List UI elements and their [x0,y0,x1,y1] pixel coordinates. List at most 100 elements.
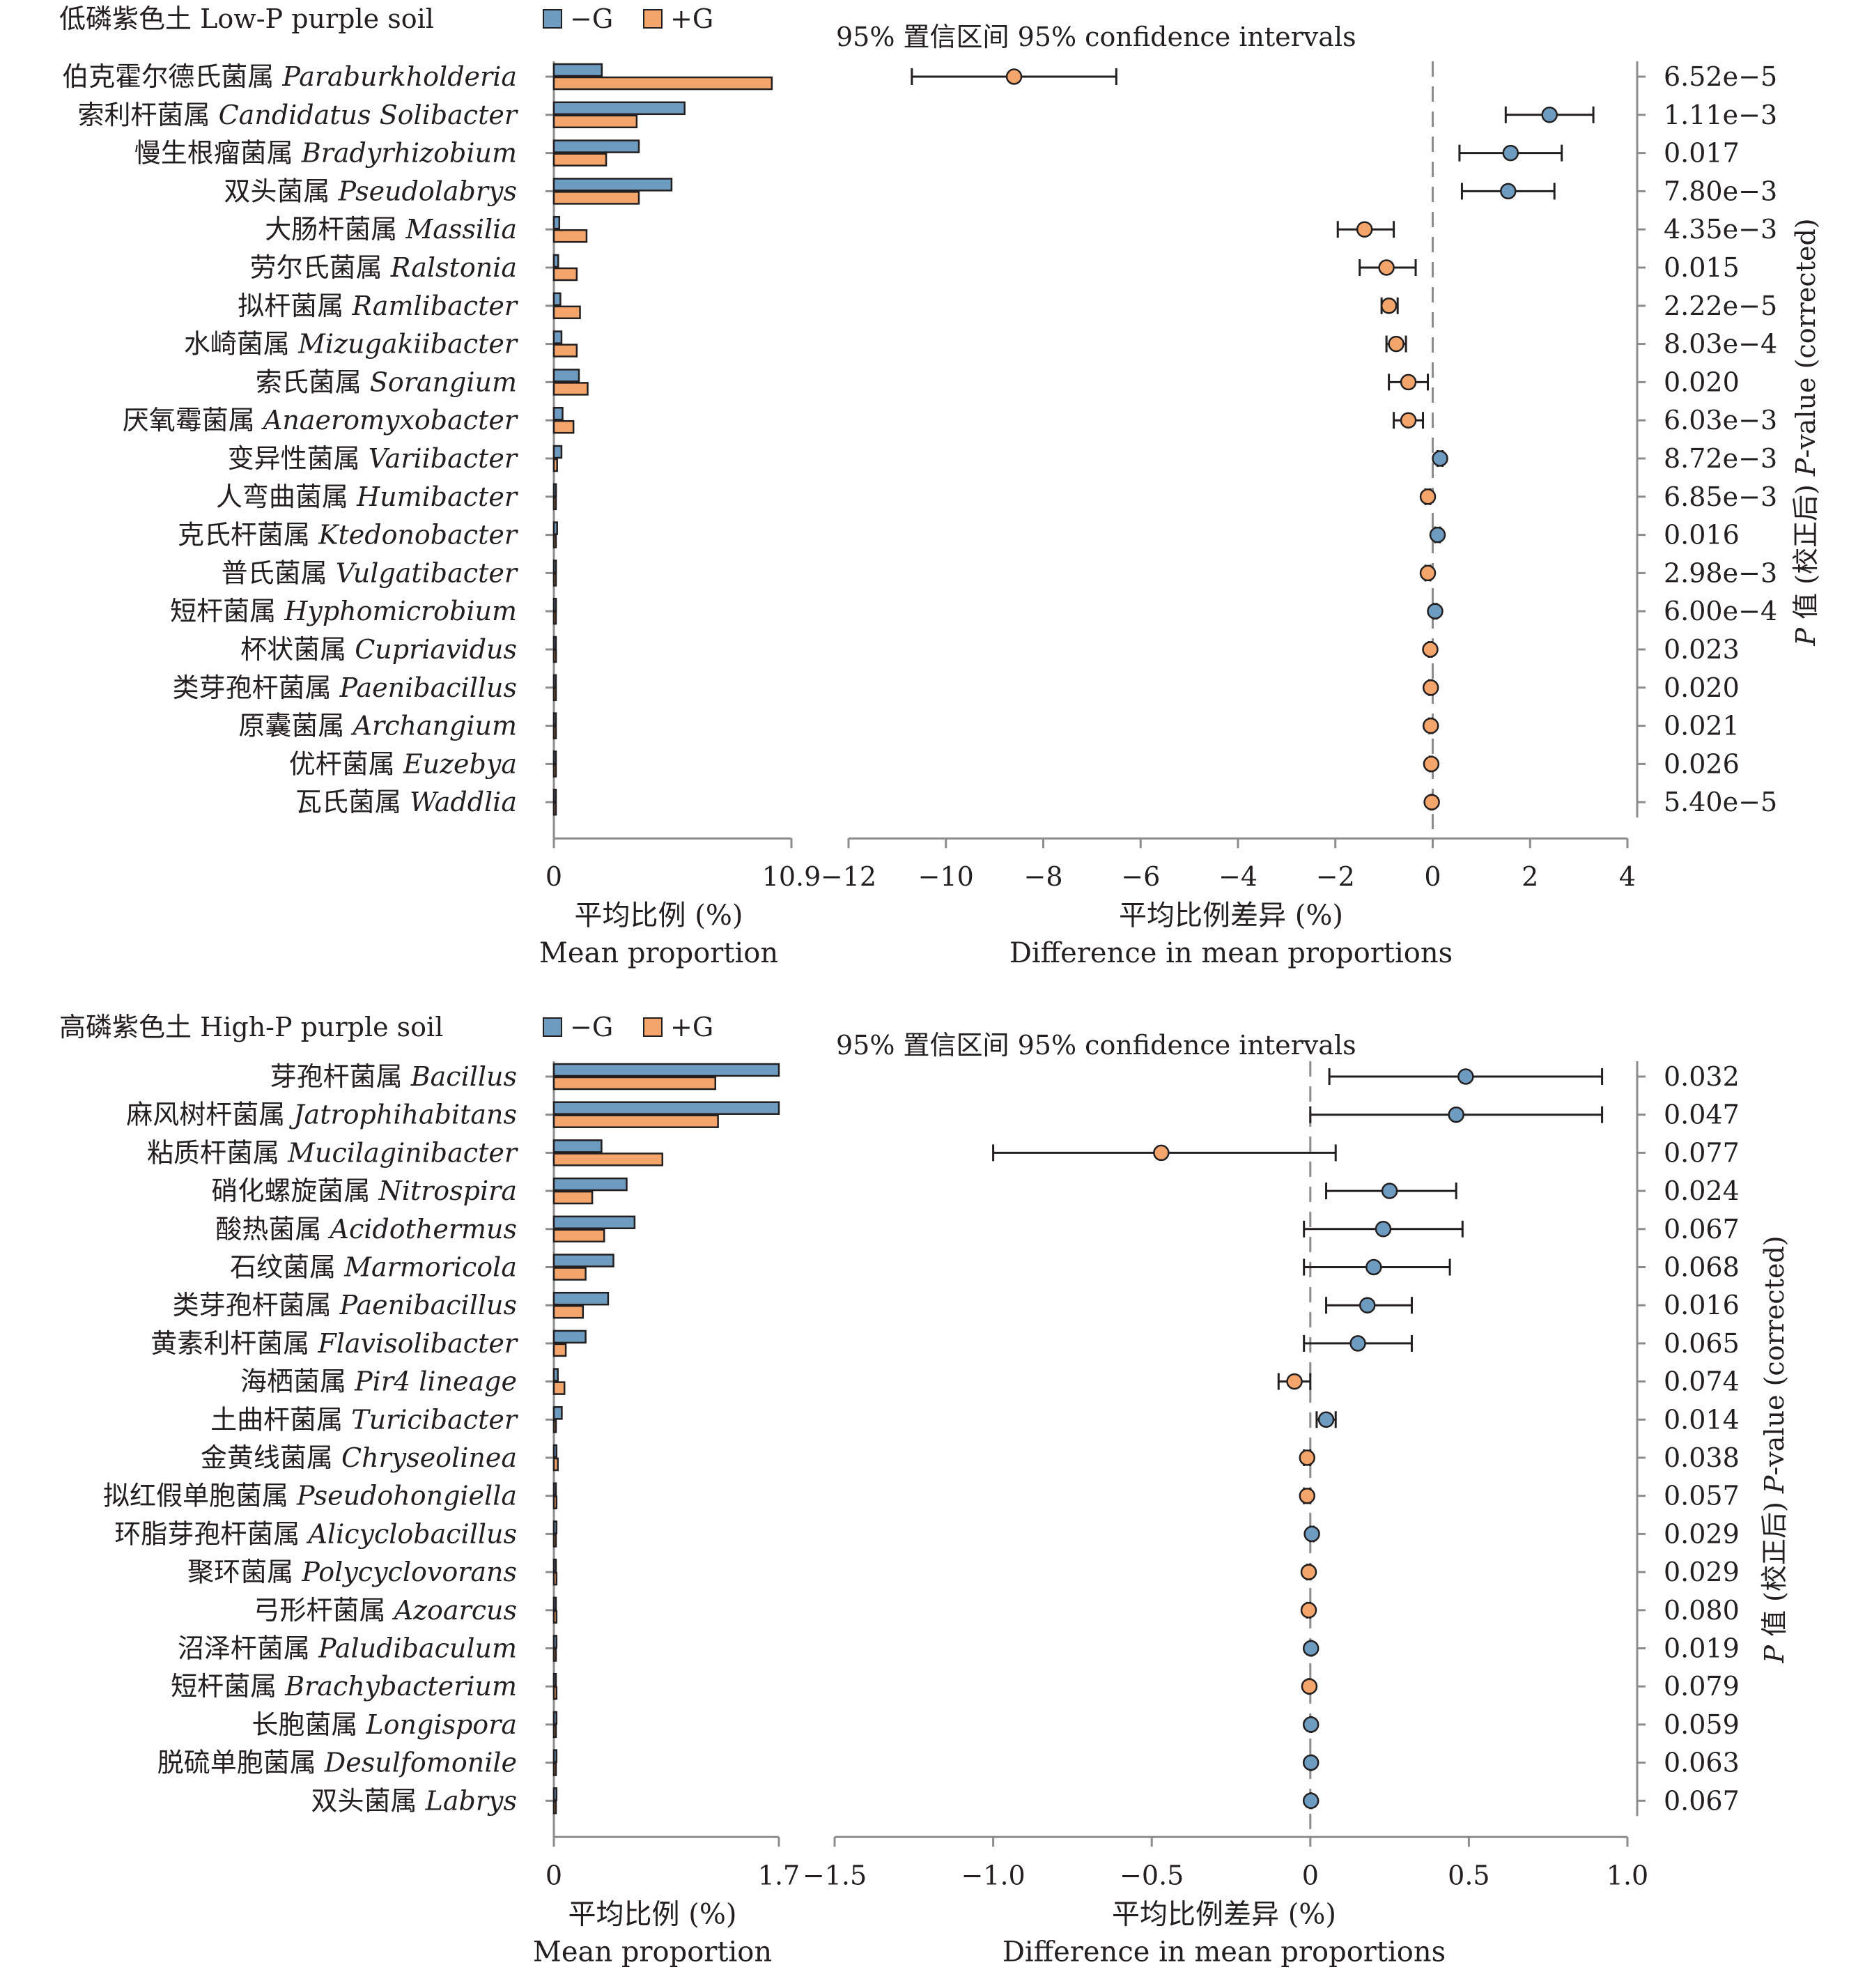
bar-plus-g [552,191,640,205]
diff-point [1302,1754,1320,1771]
genus-label: 克氏杆菌属 Ktedonobacter [178,520,519,550]
genus-label-cn: 瓦氏菌属 [295,787,410,817]
genus-label-cn: 劳尔氏菌属 [250,252,391,283]
genus-label-latin: Mucilaginibacter [287,1137,519,1168]
bar-minus-g [552,1254,614,1267]
genus-label-cn: 原囊菌属 [238,711,353,741]
ci-title: 95% 置信区间 95% confidence intervals [836,22,1356,52]
genus-label-latin: Hyphomicrobium [284,596,517,626]
genus-label-cn: 土曲杆菌属 [210,1404,351,1435]
row-7: 拟杆菌属 Ramlibacter 2.22e−5 [238,291,1777,321]
p-value-label: 0.077 [1664,1137,1740,1168]
bar-x-label-en: Mean proportion [533,1936,772,1968]
bar-minus-g [552,1330,587,1344]
diff-x-tick-label: −6 [1121,861,1160,892]
bar-minus-g [552,750,557,764]
bar-minus-g [552,330,563,344]
genus-label: 伯克霍尔德氏菌属 Paraburkholderia [62,61,517,92]
bar-minus-g [552,1787,558,1801]
diff-point [1423,794,1440,810]
bar-minus-g [552,635,557,650]
genus-label: 索氏菌属 Sorangium [256,367,517,397]
row-13: 环脂芽孢杆菌属 Alicyclobacillus 0.029 [114,1518,1739,1549]
genus-label: 黄素利杆菌属 Flavisolibacter [150,1328,519,1359]
p-label-cn: 值 (校正后) [1759,1493,1790,1645]
genus-label-latin: Desulfomonile [324,1748,517,1778]
bar-plus-g [552,153,608,167]
genus-label-cn: 长胞菌属 [251,1709,366,1740]
genus-label-cn: 索氏菌属 [256,367,370,397]
bar-minus-g [552,1482,557,1496]
bar-plus-g [552,1114,719,1128]
genus-label-cn: 优杆菌属 [289,748,403,779]
legend-swatch-plus-g [643,9,663,29]
diff-point [1427,603,1444,619]
genus-label-latin: Chryseolinea [341,1442,517,1473]
genus-label-latin: Archangium [351,711,517,741]
genus-label: 劳尔氏菌属 Ralstonia [250,252,517,283]
bar-plus-g [552,305,581,320]
genus-label-cn: 海栖菌属 [240,1366,355,1397]
bar-minus-g [552,712,557,726]
bar-minus-g [552,1444,558,1458]
row-16: 沼泽杆菌属 Paludibaculum 0.019 [178,1633,1740,1664]
row-12: 人弯曲菌属 Humibacter 6.85e−3 [216,481,1777,512]
genus-label-latin: Variibacter [369,443,519,474]
genus-label-latin: Azoarcus [392,1595,517,1626]
diff-point [1448,1106,1464,1123]
bar-minus-g [552,1177,628,1192]
genus-label: 弓形杆菌属 Azoarcus [253,1595,517,1626]
genus-label: 粘质杆菌属 Mucilaginibacter [147,1137,519,1168]
diff-point [1541,107,1558,123]
genus-label-latin: Labrys [425,1785,517,1816]
row-11: 金黄线菌属 Chryseolinea 0.038 [201,1442,1740,1473]
diff-x-tick-label: 0 [1302,1860,1319,1890]
row-1: 伯克霍尔德氏菌属 Paraburkholderia 6.52e−5 [62,61,1777,92]
genus-label: 双头菌属 Pseudolabrys [224,176,517,206]
diff-x-tick-label: −4 [1218,861,1257,892]
genus-label: 类芽孢杆菌属 Paenibacillus [173,1290,517,1320]
diff-x-tick-label: 0 [1424,861,1441,892]
bar-minus-g [552,63,603,77]
genus-label-cn: 人弯曲菌属 [216,481,357,512]
bar-minus-g [552,139,640,153]
genus-label: 杯状菌属 Cupriavidus [240,634,517,665]
genus-label-cn: 索利杆菌属 [78,100,219,130]
genus-label-latin: Alicyclobacillus [306,1518,517,1549]
genus-label: 大肠杆菌属 Massilia [265,214,517,245]
p-value-label: 5.40e−5 [1664,787,1777,817]
legend-swatch-minus-g [543,9,562,29]
row-8: 黄素利杆菌属 Flavisolibacter 0.065 [150,1328,1740,1359]
bar-minus-g [552,1672,557,1687]
bar-plus-g [552,1686,558,1700]
legend-label-minus-g: −G [570,3,613,34]
diff-x-tick-label: −10 [918,861,974,892]
bar-plus-g [552,534,557,548]
diff-point [1365,1258,1382,1276]
genus-label-cn: 环脂芽孢杆菌属 [114,1518,308,1549]
genus-label-cn: 弓形杆菌属 [253,1595,394,1626]
genus-label-cn: 伯克霍尔德氏菌属 [62,61,282,92]
row-8: 水崎菌属 Mizugakiibacter 8.03e−4 [184,329,1777,360]
diff-point [1423,755,1440,773]
bar-x-tick-label: 0 [545,861,562,892]
genus-label-cn: 拟杆菌属 [238,291,352,321]
bar-minus-g [552,254,559,268]
diff-point [1299,1487,1315,1504]
p-value-label: 0.029 [1664,1518,1740,1549]
p-value-label: 0.015 [1664,252,1740,283]
bar-plus-g [552,687,557,702]
bar-plus-g [552,610,557,625]
bar-minus-g [552,1558,557,1573]
diff-point [1375,1221,1392,1238]
genus-label: 环脂芽孢杆菌属 Alicyclobacillus [114,1518,517,1549]
genus-label-cn: 金黄线菌属 [201,1442,341,1473]
diff-point [1432,450,1448,467]
bar-minus-g [552,560,557,573]
p-value-label: 6.85e−3 [1664,481,1777,512]
genus-label-latin: Acidothermus [328,1214,518,1245]
diff-x-tick-label: 0.5 [1448,1860,1489,1890]
row-12: 拟红假单胞菌属 Pseudohongiella 0.057 [103,1481,1740,1511]
genus-label: 优杆菌属 Euzebya [289,748,517,779]
row-6: 劳尔氏菌属 Ralstonia 0.015 [250,252,1740,283]
